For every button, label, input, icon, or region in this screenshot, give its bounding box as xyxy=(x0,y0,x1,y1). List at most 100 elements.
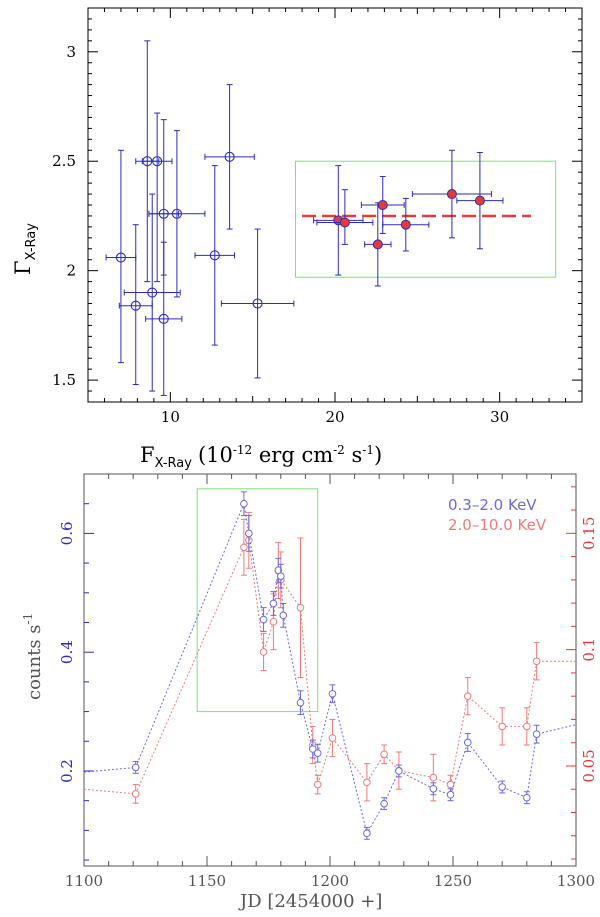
bottom-x-tick-label: 1200 xyxy=(311,872,349,890)
blue-data-point xyxy=(141,112,173,283)
data-marker xyxy=(395,767,403,775)
data-marker xyxy=(429,784,438,793)
series-line xyxy=(83,501,577,835)
right-y-tick-label: 0.1 xyxy=(580,638,598,662)
left-y-tick-label: 0.2 xyxy=(58,759,76,783)
open-marker xyxy=(252,298,263,309)
top-x-tick-label: 20 xyxy=(325,408,344,426)
top-ticks: 10 20 30 1.5 2 2.5 3 xyxy=(52,7,583,426)
legend-label-soft: 0.3–2.0 KeV xyxy=(448,496,537,514)
data-marker xyxy=(296,698,305,707)
data-marker xyxy=(498,722,507,731)
bottom-x-axis-title: JD [2454000 +] xyxy=(238,891,382,912)
open-marker xyxy=(224,151,235,162)
data-marker xyxy=(380,799,388,808)
data-marker xyxy=(259,648,268,656)
data-marker xyxy=(523,793,531,802)
data-marker xyxy=(296,603,305,612)
data-marker xyxy=(245,529,253,538)
blue-data-point xyxy=(123,193,181,392)
gamma-vs-flux-panel: 10 20 30 1.5 2 2.5 3 FX-Ray (10-12 erg cm-2 s-1… xyxy=(11,7,583,471)
data-marker xyxy=(532,730,541,738)
top-x-tick-label: 30 xyxy=(490,408,509,426)
data-marker xyxy=(131,790,140,798)
data-marker xyxy=(313,749,322,757)
data-marker xyxy=(380,750,388,759)
blue-data-point xyxy=(118,224,153,385)
blue-data-point xyxy=(145,241,183,396)
data-marker xyxy=(308,745,317,753)
data-marker xyxy=(363,829,371,838)
red-data-point xyxy=(456,151,504,250)
data-marker xyxy=(532,657,541,666)
data-marker xyxy=(523,722,531,731)
open-marker xyxy=(147,287,158,298)
open-marker xyxy=(171,208,182,219)
red-data-point xyxy=(411,149,492,239)
bottom-x-tick-label: 1100 xyxy=(65,872,103,890)
data-marker xyxy=(313,780,322,789)
open-marker xyxy=(115,252,126,263)
right-y-tick-label: 0.05 xyxy=(580,749,598,782)
series-line xyxy=(83,538,576,795)
red-marker xyxy=(339,217,350,228)
left-y-tick-label: 0.6 xyxy=(58,521,76,545)
blue-data-point xyxy=(194,165,236,346)
top-highlight-box xyxy=(294,160,557,278)
top-highlight-rect xyxy=(294,160,557,278)
blue-data-point xyxy=(204,84,255,230)
left-y-tick-label: 0.4 xyxy=(58,640,76,664)
red-data-point xyxy=(313,165,364,276)
bottom-y-axis-title: counts s-1 xyxy=(21,613,45,700)
data-marker xyxy=(259,615,268,624)
data-marker xyxy=(446,790,455,799)
data-marker xyxy=(240,543,248,552)
top-x-tick-label: 10 xyxy=(161,408,180,426)
bottom-x-tick-label: 1150 xyxy=(188,872,226,890)
top-plot-frame xyxy=(87,7,583,403)
blue-data-point xyxy=(220,228,295,379)
bottom-x-tick-label: 1300 xyxy=(557,872,595,890)
top-y-tick-label: 1.5 xyxy=(52,371,76,389)
open-marker xyxy=(209,250,220,261)
data-marker xyxy=(131,763,140,772)
data-marker xyxy=(240,499,248,508)
open-marker xyxy=(158,313,169,324)
top-y-tick-label: 2.5 xyxy=(52,152,76,170)
open-marker xyxy=(130,300,141,311)
blue-data-point xyxy=(105,149,137,364)
data-marker xyxy=(269,617,278,626)
red-marker xyxy=(474,195,485,206)
data-marker xyxy=(279,611,288,620)
data-marker xyxy=(498,783,507,791)
bottom-x-tick-label: 1250 xyxy=(434,872,472,890)
open-marker xyxy=(152,156,163,167)
legend-label-hard: 2.0–10.0 KeV xyxy=(448,516,547,534)
data-marker xyxy=(328,689,337,698)
light-curve-panel: 1100 1150 1200 1250 1300 0.2 0.4 0.6 0.05 0.1 0.15… xyxy=(21,473,598,912)
data-marker xyxy=(269,599,278,608)
blue-data-point xyxy=(148,130,206,298)
data-marker xyxy=(463,738,472,747)
top-points xyxy=(105,40,504,396)
red-marker xyxy=(377,200,388,210)
right-y-tick-label: 0.15 xyxy=(580,517,598,550)
bottom-highlight-box xyxy=(196,488,319,713)
data-marker xyxy=(429,773,438,782)
red-data-point xyxy=(382,197,430,252)
top-x-axis-title: FX-Ray (10-12 erg cm-2 s-1) xyxy=(140,443,382,471)
data-marker xyxy=(277,572,285,580)
red-marker xyxy=(372,239,383,250)
red-marker xyxy=(446,189,457,200)
bottom-series xyxy=(83,491,577,840)
top-y-tick-label: 3 xyxy=(66,43,76,61)
bottom-ticks: 1100 1150 1200 1250 1300 0.2 0.4 0.6 0.05 0.1 0.15 xyxy=(58,474,598,890)
red-marker xyxy=(400,219,411,230)
bottom-highlight-rect xyxy=(196,488,319,713)
data-marker xyxy=(463,692,472,700)
top-y-axis-title: ΓX-Ray xyxy=(11,223,39,275)
top-y-tick-label: 2 xyxy=(66,262,76,280)
red-data-point xyxy=(316,189,374,245)
data-marker xyxy=(363,778,371,787)
